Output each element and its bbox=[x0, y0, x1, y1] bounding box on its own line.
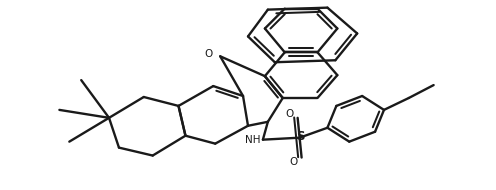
Text: O: O bbox=[290, 157, 298, 166]
Text: NH: NH bbox=[245, 135, 261, 145]
Text: O: O bbox=[286, 109, 294, 119]
Text: O: O bbox=[204, 49, 212, 59]
Text: S: S bbox=[297, 130, 305, 143]
